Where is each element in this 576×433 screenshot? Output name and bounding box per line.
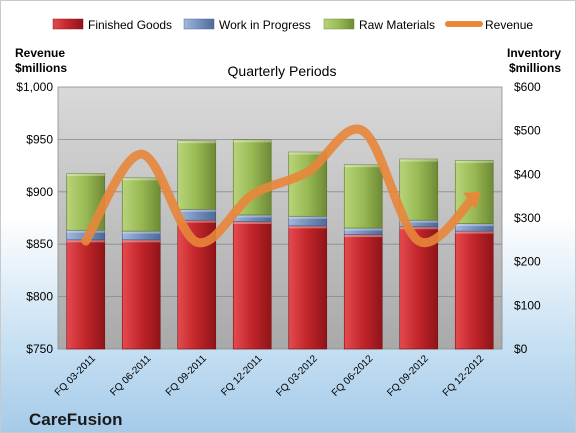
right-tick-label: $200 [514,255,541,269]
bar-work-in-progress-highlight [344,228,383,231]
left-tick-label: $800 [26,290,53,304]
bar-finished-goods [232,221,272,350]
legend-swatch-work-in-progress [183,18,215,30]
bar-finished-goods-highlight [288,225,327,229]
bar-raw-materials-highlight [288,152,327,155]
bar-finished-goods [343,234,383,350]
bar-work-in-progress-highlight [122,231,161,234]
right-tick-label: $500 [514,124,541,138]
x-tick-label: FQ 03-2012 [274,353,320,399]
bar-finished-goods-highlight [122,239,161,243]
legend: Finished Goods Work in Progress Raw Mate… [52,18,533,32]
right-tick-label: $0 [514,342,528,356]
x-tick-label: FQ 09-2011 [164,353,209,398]
bar-raw-materials-highlight [344,164,383,168]
bar-work-in-progress-highlight [66,230,105,233]
legend-label-work-in-progress: Work in Progress [219,18,311,32]
bar-raw-materials-highlight [455,160,494,163]
bar-finished-goods [399,226,439,350]
bar-finished-goods [288,225,328,350]
legend-label-raw-materials: Raw Materials [359,18,435,32]
left-tick-label: $1,000 [16,80,53,94]
chart-subtitle: Quarterly Periods [228,63,337,79]
bar-finished-goods-highlight [399,226,438,230]
left-axis-ticks: $750 $800 $850 $900 $950 $1,000 [16,80,53,356]
bar-raw-materials [399,158,439,221]
bar-raw-materials-highlight [66,173,105,176]
left-tick-label: $750 [26,342,53,356]
left-axis-title-line2: $millions [15,61,67,75]
bar-work-in-progress-highlight [455,223,494,227]
brand-label: CareFusion [29,410,123,429]
left-tick-label: $950 [26,132,53,146]
bar-raw-materials-highlight [233,139,272,143]
bar-raw-materials [343,164,383,229]
left-axis-title-line1: Revenue [15,46,65,60]
x-tick-label: FQ 03-2011 [53,353,98,398]
bar-work-in-progress-highlight [288,216,327,219]
right-tick-label: $300 [514,211,541,225]
revenue-line-path [81,124,479,248]
left-tick-label: $900 [26,185,53,199]
right-tick-label: $100 [514,298,541,312]
bar-raw-materials [121,177,161,232]
bar-finished-goods [454,230,494,350]
bar-raw-materials [177,140,217,210]
bars [66,139,494,350]
right-axis-title-line2: $millions [509,61,561,75]
right-tick-label: $600 [514,80,541,94]
bar-finished-goods-highlight [177,220,216,223]
legend-label-finished-goods: Finished Goods [88,18,172,32]
legend-label-revenue: Revenue [485,18,533,32]
bar-work-in-progress-highlight [399,220,438,223]
right-axis-ticks: $0 $100 $200 $300 $400 $500 $600 [514,80,541,356]
revenue-line-arrowhead [463,192,481,209]
bar-raw-materials-highlight [122,177,161,181]
legend-swatch-raw-materials [323,18,355,30]
x-tick-label: FQ 06-2011 [108,353,153,398]
x-axis-ticks: FQ 03-2011 FQ 06-2011 FQ 09-2011 FQ 12-2011… [53,353,487,399]
right-axis-title-line1: Inventory [507,46,561,60]
bar-finished-goods-highlight [344,234,383,238]
bar-finished-goods-highlight [233,221,272,224]
right-tick-label: $400 [514,167,541,181]
bar-finished-goods-highlight [455,231,494,234]
legend-swatch-finished-goods [52,18,84,30]
revenue-line [81,124,481,248]
x-tick-label: FQ 12-2012 [441,353,487,399]
bar-finished-goods [66,239,106,350]
bar-work-in-progress-highlight [177,209,216,212]
bar-work-in-progress-highlight [233,214,272,218]
x-tick-label: FQ 06-2012 [330,353,376,399]
x-tick-label: FQ 12-2011 [219,353,264,398]
bar-raw-materials-highlight [399,159,438,162]
bar-raw-materials-highlight [177,140,216,144]
bar-finished-goods [121,239,161,350]
left-tick-label: $850 [26,237,53,251]
x-tick-label: FQ 09-2012 [385,353,431,399]
